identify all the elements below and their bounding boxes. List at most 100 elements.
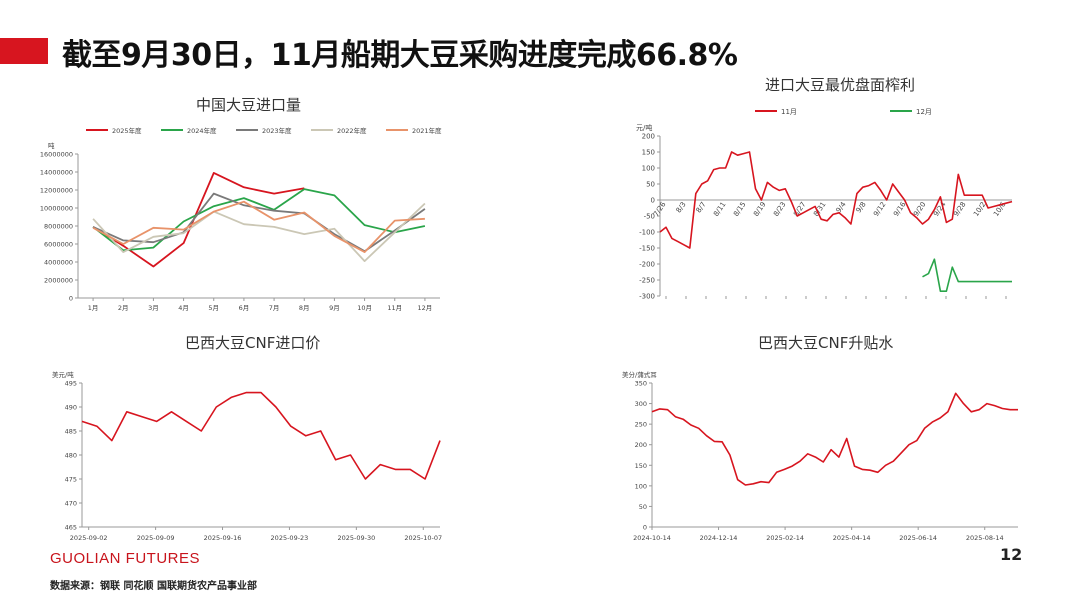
x-tick-label: 2025-09-02 [70,534,108,542]
y-tick-label: 10000000 [40,205,73,213]
y-tick-label: 480 [65,452,77,460]
y-tick-label: 465 [65,524,77,532]
y-axis-label: 美元/吨 [52,370,74,379]
chart-title: 进口大豆最优盘面榨利 [765,76,916,94]
x-tick-label: 3月 [148,304,159,312]
series-line-1 [81,391,441,480]
page-title: 截至9月30日，11月船期大豆采购进度完成66.8% [62,38,738,73]
y-tick-label: 350 [635,380,647,388]
legend-label: 2022年度 [337,126,367,135]
x-tick-label: 9月 [329,304,340,312]
legend-label: 2025年度 [112,126,142,135]
x-tick-label: 8/15 [732,201,748,218]
y-tick-label: -300 [639,293,655,301]
x-tick-label: 8/23 [772,201,788,218]
legend-label: 11月 [781,108,797,116]
y-tick-label: -250 [639,277,655,285]
x-tick-label: 10月 [357,304,372,312]
series-line-2 [922,258,1012,292]
x-tick-label: 6月 [239,304,250,312]
series-line-5 [92,200,425,253]
y-tick-label: 200 [635,441,647,449]
y-tick-label: 150 [642,149,655,157]
y-tick-label: 100 [642,165,655,173]
x-tick-label: 5月 [208,304,219,312]
y-tick-label: 200 [642,133,655,141]
title-accent-bar [0,38,48,64]
chart-title: 巴西大豆CNF升贴水 [758,334,894,352]
y-tick-label: 300 [635,400,647,408]
brazil-cnf-basis-chart: 巴西大豆CNF升贴水 0 50 100 150 200 250 300 350 美分/蒲式耳 20… [610,330,1030,550]
y-tick-label: 50 [639,503,647,511]
data-source-note: 数据来源：钢联 同花顺 国联期货农产品事业部 [50,581,257,592]
y-tick-label: -50 [644,213,655,221]
brand-logo-text: GUOLIAN FUTURES [50,550,201,567]
x-tick-label: 12月 [418,304,433,312]
x-tick-label: 2024-12-14 [700,534,738,542]
y-tick-label: 495 [65,380,77,388]
series-line-1 [659,151,1013,249]
x-tick-label: 9/8 [855,201,868,215]
x-tick-label: 2025-06-14 [899,534,937,542]
x-tick-label: 2024-10-14 [633,534,671,542]
x-tick-label: 8/19 [752,201,768,218]
y-tick-label: 2000000 [44,277,73,285]
series-line-1 [651,392,1018,486]
y-tick-label: 250 [635,421,647,429]
y-tick-label: 6000000 [44,241,73,249]
x-tick-label: 11月 [387,304,402,312]
y-tick-label: 100 [635,482,647,490]
y-tick-label: 0 [643,524,647,532]
x-tick-label: 2025-09-16 [204,534,242,542]
x-tick-label: 7月 [269,304,280,312]
series-line-2 [92,188,426,252]
x-tick-label: 2025-10-07 [404,534,442,542]
y-tick-label: 16000000 [40,151,73,159]
y-axis-label: 元/吨 [636,123,652,132]
y-tick-label: 14000000 [40,169,73,177]
x-tick-label: 9/12 [872,201,888,218]
y-tick-label: 470 [65,500,77,508]
x-tick-label: 1月 [88,304,99,312]
y-tick-label: 490 [65,404,77,412]
y-tick-label: -200 [639,261,655,269]
x-tick-label: 2025-02-14 [766,534,804,542]
x-tick-label: 2025-04-14 [833,534,871,542]
x-tick-label: 8/11 [712,201,728,218]
y-axis-label: 美分/蒲式耳 [622,370,657,379]
y-tick-label: 485 [65,428,77,436]
x-tick-label: 2025-08-14 [966,534,1004,542]
x-tick-label: 2025-09-09 [137,534,175,542]
series-line-4 [92,202,426,262]
crush-margin-chart: 进口大豆最优盘面榨利 -300 -250 -200 -150 -100 -50 0 50 100… [600,70,1030,310]
x-tick-label: 2月 [118,304,129,312]
china-soybean-imports-chart: 中国大豆进口量 0 2000000 4000000 6000000 8000000 100… [36,92,456,312]
chart-title: 巴西大豆CNF进口价 [185,334,321,352]
x-tick-label: 9/4 [835,200,848,214]
x-tick-label: 2025-09-30 [337,534,375,542]
x-tick-label: 8/7 [695,201,708,215]
y-tick-label: 50 [646,181,655,189]
x-tick-label: 8/3 [675,201,688,215]
y-tick-label: -100 [639,229,655,237]
y-tick-label: 12000000 [40,187,73,195]
page-number: 12 [1000,545,1023,564]
y-tick-label: 4000000 [44,259,73,267]
legend-label: 2021年度 [412,126,442,135]
x-tick-label: 2025-09-23 [271,534,309,542]
y-tick-label: 150 [635,462,647,470]
x-tick-label: 4月 [178,304,189,312]
legend-label: 12月 [916,108,932,116]
y-tick-label: 8000000 [44,223,73,231]
china-imports-plot: 0 2000000 4000000 6000000 8000000 10000000 120… [40,126,442,312]
crush-margin-plot: -300-250-200-150-100-50050100150200元/吨7/… [636,108,1013,301]
y-tick-label: 0 [69,295,73,303]
y-tick-label: 0 [651,197,655,205]
legend-label: 2023年度 [262,126,292,135]
chart-title: 中国大豆进口量 [196,96,302,114]
y-axis-label: 吨 [48,141,55,150]
y-tick-label: 475 [65,476,77,484]
y-tick-label: -150 [639,245,655,253]
